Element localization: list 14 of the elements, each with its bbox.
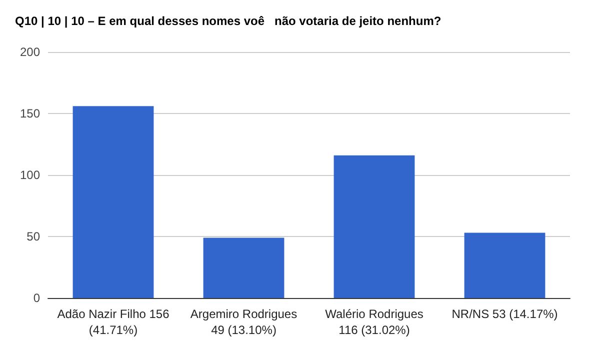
y-tick-label: 100 [20, 168, 40, 182]
chart-title: Q10 | 10 | 10 – E em qual desses nomes voê não votaria de jeito nenhum? [15, 14, 442, 28]
y-tick-label: 0 [33, 291, 40, 305]
y-tick-label: 50 [26, 230, 40, 244]
x-tick-label: Walério Rodrigues 116 (31.02%) [325, 307, 424, 337]
bar [464, 232, 546, 298]
x-tick-label: Adão Nazir Filho 156 (41.71%) [57, 307, 170, 337]
bar [334, 155, 415, 298]
x-tick-label: NR/NS 53 (14.17%) [452, 307, 558, 321]
y-tick-label: 200 [20, 45, 40, 59]
x-tick-label: Argemiro Rodrigues 49 (13.10%) [190, 307, 298, 337]
bar [72, 106, 154, 298]
y-tick-label: 150 [20, 106, 40, 120]
bar [203, 238, 284, 298]
